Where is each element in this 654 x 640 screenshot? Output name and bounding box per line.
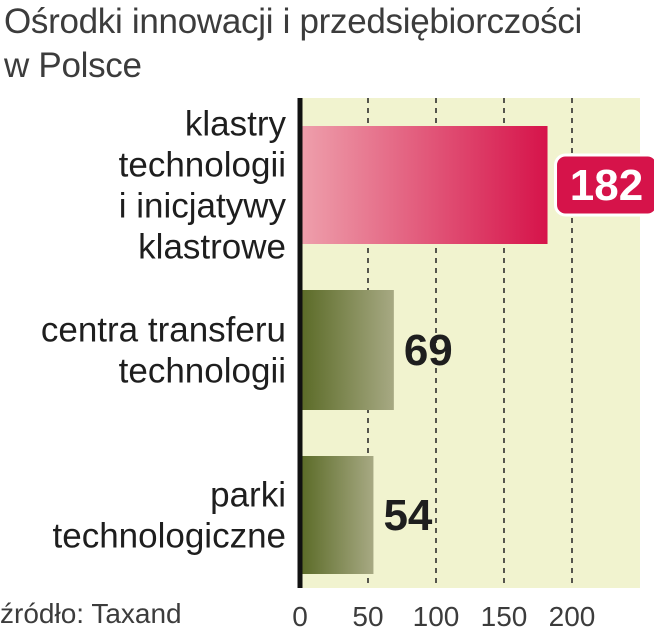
x-tick-label-100: 100	[413, 601, 460, 632]
bar-0	[300, 126, 548, 244]
x-tick-label-0: 0	[292, 601, 308, 632]
category-label-1-0: centra transferu	[41, 311, 286, 350]
value-label-1: 69	[404, 326, 453, 375]
value-badge-0	[554, 153, 654, 217]
x-tick-label-150: 150	[481, 601, 528, 632]
x-tick-label-50: 50	[352, 601, 383, 632]
chart-title-line-2: w Polsce	[4, 46, 142, 85]
bar-1	[300, 290, 394, 410]
chart-title-line-1: Ośrodki innowacji i przedsiębiorczości	[4, 2, 582, 41]
chart-title: Ośrodki innowacji i przedsiębiorczości w…	[4, 0, 650, 88]
category-label-0-2: i inicjatywy	[119, 187, 287, 226]
category-label-0-0: klastry	[185, 105, 287, 144]
bar-2	[300, 456, 374, 574]
category-label-1-1: technologii	[119, 352, 286, 391]
value-labels: 182 69 54	[383, 153, 654, 540]
value-label-0: 182	[570, 161, 643, 210]
category-label-0-3: klastrowe	[138, 228, 286, 267]
x-tick-label-200: 200	[549, 601, 596, 632]
category-label-2-0: parki	[210, 476, 286, 515]
category-label-2-1: technologiczne	[53, 517, 287, 556]
source-note: źródło: Taxand	[0, 598, 182, 629]
bars	[300, 126, 548, 574]
x-tick-labels: 0 50 100 150 200	[292, 601, 595, 632]
category-label-0-1: technologii	[119, 146, 286, 185]
value-label-2: 54	[383, 491, 432, 540]
